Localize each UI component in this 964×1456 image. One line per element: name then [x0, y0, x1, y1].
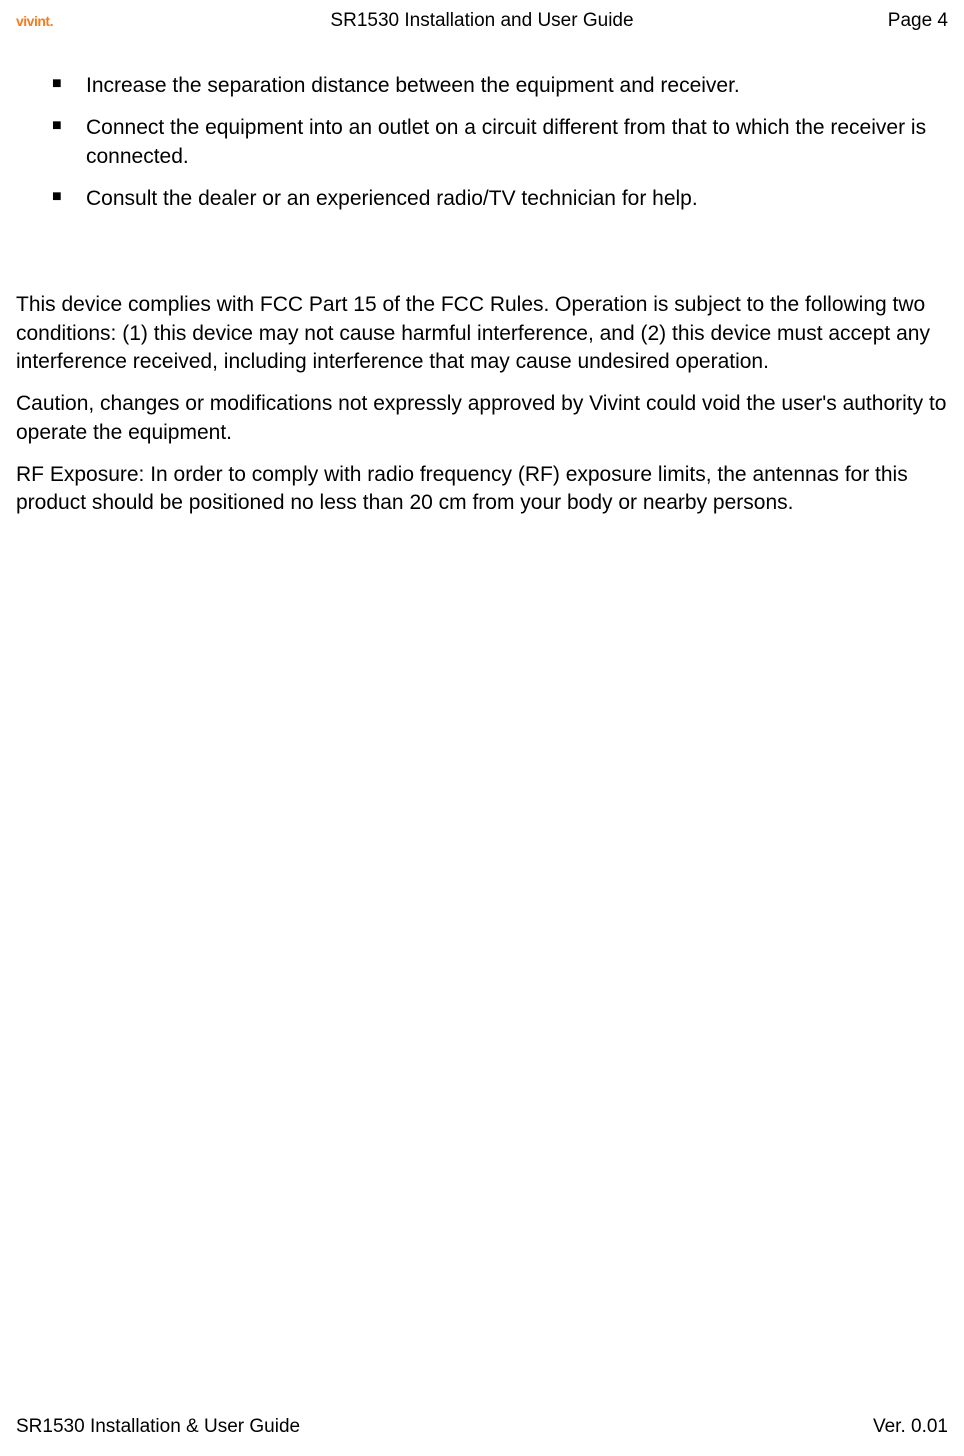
paragraph-block: This device complies with FCC Part 15 of… — [16, 291, 948, 517]
footer-right: Ver. 0.01 — [873, 1416, 948, 1438]
body-paragraph: This device complies with FCC Part 15 of… — [16, 291, 948, 376]
bullet-list: Increase the separation distance between… — [16, 72, 948, 213]
page-content: Increase the separation distance between… — [16, 72, 948, 532]
bullet-item: Consult the dealer or an experienced rad… — [64, 185, 948, 213]
page-number: Page 4 — [888, 10, 948, 32]
page-header: vivint. SR1530 Installation and User Gui… — [0, 10, 964, 32]
logo-text: vivint. — [16, 13, 53, 29]
footer-left: SR1530 Installation & User Guide — [16, 1416, 300, 1438]
header-title: SR1530 Installation and User Guide — [330, 10, 633, 32]
bullet-item: Connect the equipment into an outlet on … — [64, 114, 948, 171]
body-paragraph: RF Exposure: In order to comply with rad… — [16, 461, 948, 518]
body-paragraph: Caution, changes or modifications not ex… — [16, 390, 948, 447]
bullet-item: Increase the separation distance between… — [64, 72, 948, 100]
page-footer: SR1530 Installation & User Guide Ver. 0.… — [16, 1416, 948, 1438]
